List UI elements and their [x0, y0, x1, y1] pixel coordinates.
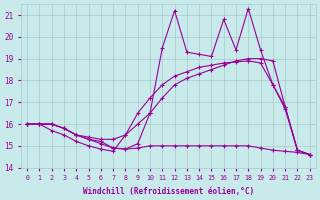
X-axis label: Windchill (Refroidissement éolien,°C): Windchill (Refroidissement éolien,°C): [83, 187, 254, 196]
